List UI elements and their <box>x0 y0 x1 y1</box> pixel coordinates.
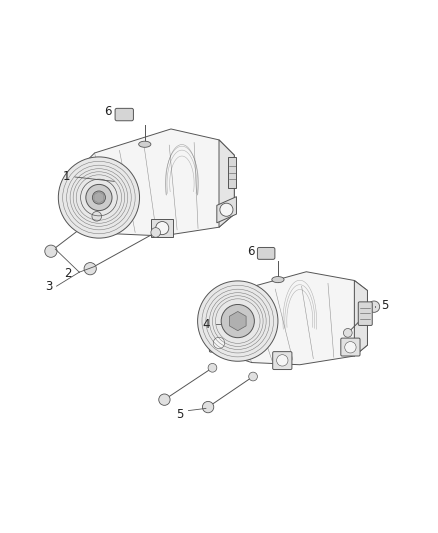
Polygon shape <box>217 197 237 223</box>
Text: 3: 3 <box>45 280 53 293</box>
FancyBboxPatch shape <box>115 108 134 121</box>
Text: 5: 5 <box>381 300 389 312</box>
Polygon shape <box>354 280 367 356</box>
Circle shape <box>58 157 140 238</box>
FancyBboxPatch shape <box>273 352 292 369</box>
Circle shape <box>198 281 278 361</box>
Text: 4: 4 <box>202 318 210 330</box>
Circle shape <box>159 394 170 405</box>
Circle shape <box>71 199 85 213</box>
Circle shape <box>45 245 57 257</box>
Ellipse shape <box>139 141 151 147</box>
Circle shape <box>220 203 233 216</box>
Polygon shape <box>68 197 88 215</box>
Text: 5: 5 <box>176 408 184 422</box>
Circle shape <box>249 372 258 381</box>
Polygon shape <box>219 140 234 227</box>
Circle shape <box>277 354 288 366</box>
Circle shape <box>368 301 380 312</box>
Circle shape <box>86 184 112 211</box>
FancyBboxPatch shape <box>209 334 229 352</box>
Text: 1: 1 <box>63 171 70 183</box>
Text: 2: 2 <box>65 266 72 279</box>
Circle shape <box>92 212 102 221</box>
Circle shape <box>343 328 352 337</box>
Text: 6: 6 <box>247 245 255 258</box>
FancyBboxPatch shape <box>358 302 372 326</box>
Ellipse shape <box>272 277 284 282</box>
Circle shape <box>345 342 356 353</box>
FancyBboxPatch shape <box>258 247 275 260</box>
Polygon shape <box>215 272 367 365</box>
FancyBboxPatch shape <box>341 338 360 356</box>
Circle shape <box>84 263 96 275</box>
Circle shape <box>208 364 217 372</box>
Circle shape <box>151 228 160 237</box>
Polygon shape <box>228 157 237 188</box>
Text: 6: 6 <box>104 104 111 118</box>
Circle shape <box>212 335 226 350</box>
Polygon shape <box>151 220 173 237</box>
Circle shape <box>202 401 214 413</box>
Circle shape <box>155 222 169 235</box>
Circle shape <box>213 337 225 349</box>
Polygon shape <box>77 129 234 236</box>
Circle shape <box>221 304 254 338</box>
Circle shape <box>92 191 106 204</box>
Polygon shape <box>230 311 246 330</box>
